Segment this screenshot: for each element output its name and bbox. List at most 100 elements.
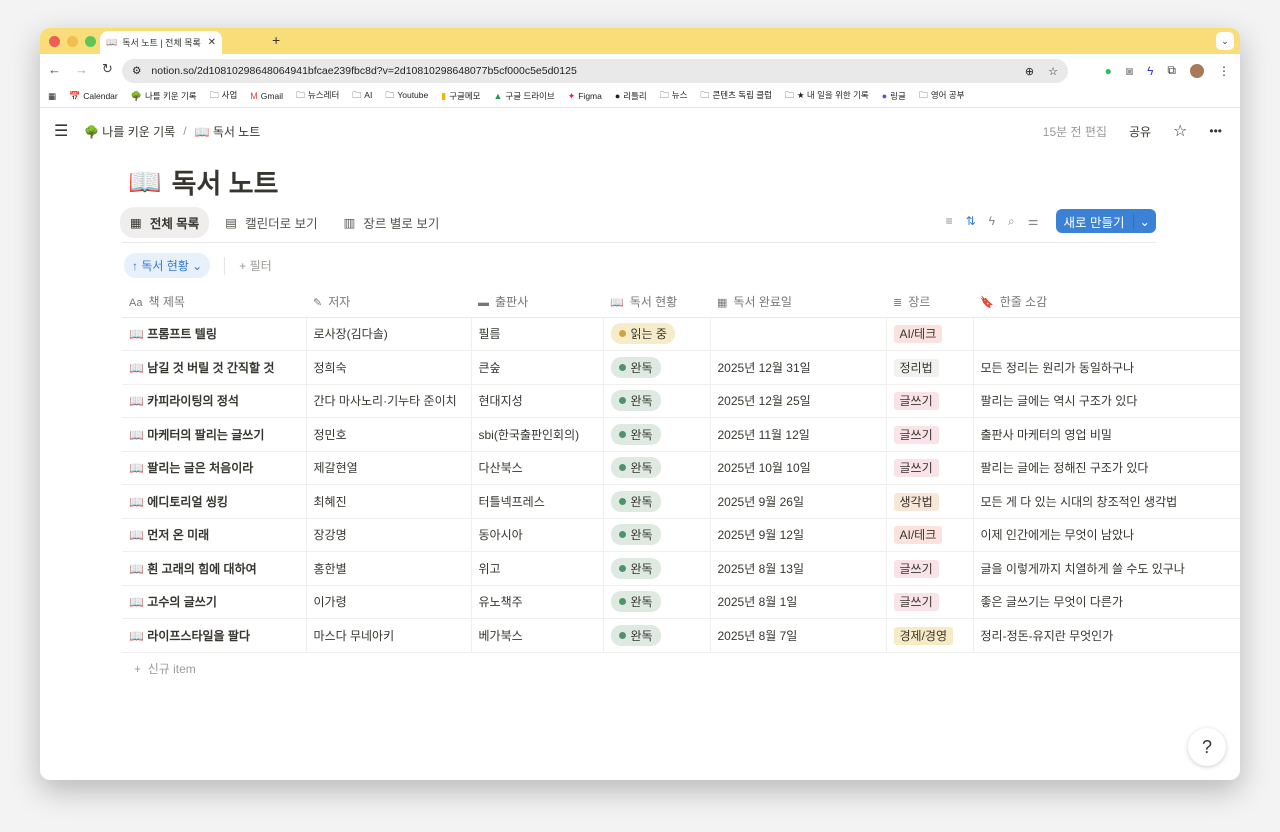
table-row[interactable]: 📖 먼저 온 미래 장강명 동아시아 완독 2025년 9월 12일 AI/테크 이제 인간… bbox=[122, 518, 1240, 552]
bookmark[interactable]: 🌳 나를 키운 기록 bbox=[130, 91, 197, 101]
cell-status[interactable]: 완독 bbox=[603, 518, 711, 552]
new-button[interactable]: 새로 만들기 ⌄ bbox=[1055, 209, 1156, 233]
tab-board[interactable]: ▥ 장르 별로 보기 bbox=[343, 216, 440, 231]
cell-note[interactable]: 모든 게 다 있는 시대의 창조적인 생각법 bbox=[973, 484, 1240, 519]
column-header[interactable]: 🔖 한줄 소감 bbox=[973, 286, 1240, 318]
cell-date[interactable] bbox=[710, 317, 887, 351]
cell-date[interactable]: 2025년 9월 12일 bbox=[710, 518, 887, 552]
close-tab-icon[interactable]: ✕ bbox=[207, 37, 216, 48]
sort-icon[interactable]: ⇅ bbox=[965, 214, 976, 228]
camera-icon[interactable]: ◙ bbox=[1125, 63, 1134, 78]
column-header[interactable]: 📖 독서 현황 bbox=[603, 286, 710, 318]
table-row[interactable]: 📖 라이프스타일을 팔다 마스다 무네아키 베가북스 완독 2025년 8월 7일 경제/… bbox=[122, 618, 1240, 653]
bookmark[interactable]: 🗀 ★ 내 일을 위한 기록 bbox=[784, 90, 869, 100]
column-header[interactable]: Aa 책 제목 bbox=[122, 286, 306, 318]
cell-publisher[interactable]: 터틀넥프레스 bbox=[471, 484, 604, 519]
zoom-icon[interactable]: ⊕ bbox=[1024, 65, 1035, 78]
cell-date[interactable]: 2025년 11월 12일 bbox=[710, 417, 887, 452]
breadcrumb-item[interactable]: 🌳 나를 키운 기록 bbox=[84, 124, 176, 139]
cell-status[interactable]: 완독 bbox=[603, 551, 711, 586]
cell-title[interactable]: 📖 에디토리얼 씽킹 bbox=[122, 484, 307, 519]
cell-publisher[interactable]: 동아시아 bbox=[471, 518, 604, 552]
bolt-icon[interactable]: ϟ bbox=[1147, 63, 1154, 78]
cell-status[interactable]: 읽는 중 bbox=[603, 317, 711, 351]
cell-title[interactable]: 📖 팔리는 글은 처음이라 bbox=[122, 451, 307, 485]
address-bar[interactable]: ⚙ notion.so/2d10810298648064941bfcae239fb… bbox=[122, 59, 1068, 83]
favorite-star-icon[interactable]: ☆ bbox=[1173, 123, 1188, 140]
bookmark[interactable]: ● 리틀리 bbox=[614, 91, 647, 101]
cell-status[interactable]: 완독 bbox=[603, 585, 711, 619]
bookmark[interactable]: 🗀 콘텐츠 독립 클럽 bbox=[700, 90, 772, 100]
column-header[interactable]: ≣ 장르 bbox=[886, 286, 973, 318]
bookmark[interactable]: 🗀 AI bbox=[352, 90, 373, 100]
cell-author[interactable]: 정희숙 bbox=[306, 350, 472, 385]
column-header[interactable]: ▬ 출판사 bbox=[471, 286, 603, 318]
help-button[interactable]: ? bbox=[1188, 728, 1226, 766]
cell-status[interactable]: 완독 bbox=[603, 417, 711, 452]
cell-note[interactable]: 팔리는 글에는 역시 구조가 있다 bbox=[973, 384, 1240, 418]
more-icon[interactable]: ••• bbox=[1209, 124, 1222, 138]
cell-date[interactable]: 2025년 8월 7일 bbox=[710, 618, 887, 653]
cell-publisher[interactable]: 필름 bbox=[471, 317, 604, 351]
apps-icon[interactable]: ▦ bbox=[48, 90, 57, 101]
table-row[interactable]: 📖 흰 고래의 힘에 대하여 홍한별 위고 완독 2025년 8월 13일 글쓰기 글을 이… bbox=[122, 551, 1240, 586]
table-row[interactable]: 📖 카피라이팅의 정석 간다 마사노리·기누타 준이치 현대지성 완독 2025년 12… bbox=[122, 384, 1240, 418]
cell-author[interactable]: 제갈현열 bbox=[306, 451, 472, 485]
cell-author[interactable]: 홍한별 bbox=[306, 551, 472, 586]
cell-author[interactable]: 최혜진 bbox=[306, 484, 472, 519]
cell-title[interactable]: 📖 고수의 글쓰기 bbox=[122, 585, 307, 619]
cell-genre[interactable]: 글쓰기 bbox=[886, 384, 974, 418]
new-item-button[interactable]: + 신규 item bbox=[134, 662, 196, 676]
tab-search-button[interactable]: ⌄ bbox=[1216, 32, 1234, 50]
cell-publisher[interactable]: 위고 bbox=[471, 551, 604, 586]
bookmark[interactable]: 📅 Calendar bbox=[69, 90, 118, 101]
cell-title[interactable]: 📖 카피라이팅의 정석 bbox=[122, 384, 307, 418]
share-button[interactable]: 공유 bbox=[1128, 124, 1152, 139]
bookmark[interactable]: ▲ 구글 드라이브 bbox=[493, 91, 555, 101]
cell-date[interactable]: 2025년 8월 13일 bbox=[710, 551, 887, 586]
sort-chip[interactable]: ↑ 독서 현황 ⌄ bbox=[124, 253, 211, 278]
filter-icon[interactable]: ≡ bbox=[945, 214, 953, 228]
tab-calendar[interactable]: ▤ 캘린더로 보기 bbox=[225, 216, 318, 231]
search-icon[interactable]: ⌕ bbox=[1008, 213, 1015, 228]
cell-genre[interactable]: AI/테크 bbox=[886, 317, 974, 351]
cell-status[interactable]: 완독 bbox=[603, 384, 711, 418]
table-row[interactable]: 📖 마케터의 팔리는 글쓰기 정민호 sbi(한국출판인회의) 완독 2025년 11월… bbox=[122, 417, 1240, 452]
cell-author[interactable]: 로사장(김다솔) bbox=[306, 317, 472, 351]
table-row[interactable]: 📖 남길 것 버릴 것 간직할 것 정희숙 큰숲 완독 2025년 12월 31일 정리법… bbox=[122, 350, 1240, 385]
bookmark-star-icon[interactable]: ☆ bbox=[1048, 65, 1058, 78]
cell-note[interactable] bbox=[973, 317, 1240, 351]
cell-title[interactable]: 📖 마케터의 팔리는 글쓰기 bbox=[122, 417, 307, 452]
cell-publisher[interactable]: 유노책주 bbox=[471, 585, 604, 619]
cell-status[interactable]: 완독 bbox=[603, 350, 711, 385]
cell-genre[interactable]: 글쓰기 bbox=[886, 417, 974, 452]
site-settings-icon[interactable]: ⚙ bbox=[132, 65, 142, 77]
cell-title[interactable]: 📖 프롬프트 텔링 bbox=[122, 317, 307, 351]
cell-date[interactable]: 2025년 12월 25일 bbox=[710, 384, 887, 418]
cell-genre[interactable]: AI/테크 bbox=[886, 518, 974, 552]
cell-author[interactable]: 간다 마사노리·기누타 준이치 bbox=[306, 384, 472, 418]
cell-note[interactable]: 모든 정리는 원리가 동일하구나 bbox=[973, 350, 1240, 385]
cell-note[interactable]: 좋은 글쓰기는 무엇이 다른가 bbox=[973, 585, 1240, 619]
back-icon[interactable]: ← bbox=[48, 61, 61, 77]
bookmark[interactable]: 🗀 뉴스 bbox=[659, 90, 688, 100]
cell-genre[interactable]: 글쓰기 bbox=[886, 585, 974, 619]
bookmark[interactable]: 🗀 영어 공부 bbox=[918, 90, 965, 100]
cell-publisher[interactable]: 다산북스 bbox=[471, 451, 604, 485]
browser-tab[interactable]: 📖 독서 노트 | 전체 목록 ✕ bbox=[100, 31, 222, 54]
add-filter-button[interactable]: + 필터 bbox=[239, 259, 272, 273]
extensions-icon[interactable]: ⧉ bbox=[1167, 63, 1176, 77]
cell-genre[interactable]: 글쓰기 bbox=[886, 551, 974, 586]
cell-note[interactable]: 출판사 마케터의 영업 비밀 bbox=[973, 417, 1240, 452]
cell-genre[interactable]: 경제/경영 bbox=[886, 618, 974, 653]
window-controls[interactable] bbox=[49, 36, 96, 47]
table-row[interactable]: 📖 팔리는 글은 처음이라 제갈현열 다산북스 완독 2025년 10월 10일 글쓰기 팔… bbox=[122, 451, 1240, 485]
cell-title[interactable]: 📖 흰 고래의 힘에 대하여 bbox=[122, 551, 307, 586]
cell-author[interactable]: 이가령 bbox=[306, 585, 472, 619]
cell-genre[interactable]: 정리법 bbox=[886, 350, 974, 385]
cell-title[interactable]: 📖 먼저 온 미래 bbox=[122, 518, 307, 552]
column-header[interactable]: ✎ 저자 bbox=[306, 286, 471, 318]
cell-status[interactable]: 완독 bbox=[603, 618, 711, 653]
bookmark[interactable]: ▮ 구글메모 bbox=[441, 91, 481, 101]
new-tab-button[interactable]: + bbox=[272, 32, 281, 48]
